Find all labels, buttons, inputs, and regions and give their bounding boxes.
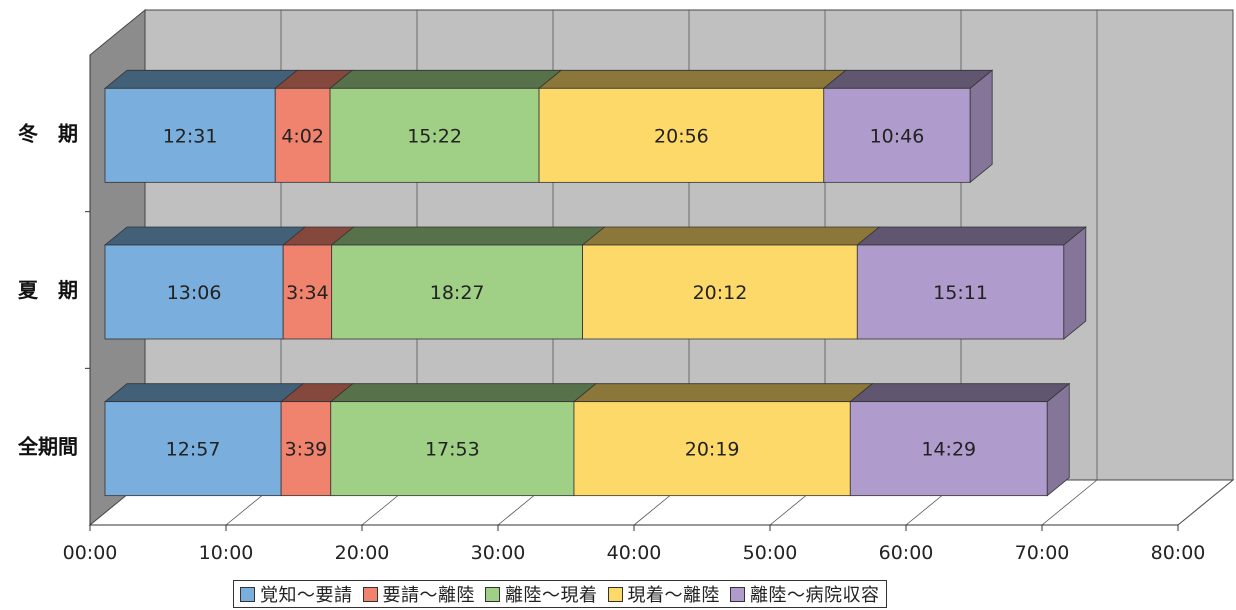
category-label: 冬 期 bbox=[18, 121, 78, 145]
bar-segment-top bbox=[822, 69, 994, 89]
data-label: 12:57 bbox=[166, 439, 221, 461]
bar-segment-top bbox=[330, 226, 606, 246]
bar-segment-top bbox=[329, 383, 598, 403]
bar-segment-side bbox=[1063, 226, 1087, 340]
legend-label: 現着〜離陸 bbox=[627, 585, 720, 606]
legend: 覚知〜要請 要請〜離陸 離陸〜現着 現着〜離陸 離陸〜病院収容 bbox=[233, 580, 887, 608]
data-label: 3:34 bbox=[286, 282, 329, 304]
bar-segment-top bbox=[103, 226, 307, 246]
bar-segment bbox=[329, 87, 540, 183]
data-label: 20:12 bbox=[693, 282, 748, 304]
floor-gridline bbox=[1041, 479, 1098, 526]
bar-segment bbox=[280, 401, 332, 497]
data-label: 14:29 bbox=[921, 439, 976, 461]
data-label: 12:31 bbox=[163, 125, 218, 147]
bar-segment bbox=[331, 244, 583, 340]
legend-label: 離陸〜現着 bbox=[505, 585, 598, 606]
x-tick-label: 40:00 bbox=[607, 542, 662, 564]
x-tick-label: 20:00 bbox=[335, 542, 390, 564]
legend-item: 離陸〜病院収容 bbox=[730, 581, 880, 607]
bar-segment bbox=[849, 401, 1048, 497]
x-tick-label: 30:00 bbox=[471, 542, 526, 564]
floor-gridline bbox=[1177, 479, 1234, 526]
legend-item: 要請〜離陸 bbox=[362, 581, 476, 607]
bar-segment-side bbox=[1046, 382, 1070, 497]
legend-label: 覚知〜要請 bbox=[260, 585, 353, 606]
legend-item: 離陸〜現着 bbox=[485, 581, 598, 607]
bar-segment bbox=[104, 401, 282, 497]
data-label: 20:19 bbox=[685, 439, 740, 461]
legend-swatch bbox=[240, 586, 255, 602]
bar-segment bbox=[274, 87, 331, 183]
bar-segment-top bbox=[572, 383, 874, 403]
bar-segment-top bbox=[581, 226, 881, 246]
bar-segment-top bbox=[537, 69, 847, 89]
bar-segment bbox=[330, 401, 575, 497]
legend-swatch bbox=[485, 586, 500, 602]
data-label: 13:06 bbox=[167, 282, 222, 304]
category-label: 全期間 bbox=[17, 435, 78, 459]
data-label: 18:27 bbox=[430, 282, 485, 304]
data-label: 3:39 bbox=[285, 439, 328, 461]
bar-segment-top bbox=[103, 383, 305, 403]
x-tick-label: 50:00 bbox=[743, 542, 798, 564]
data-label: 20:56 bbox=[654, 125, 709, 147]
bar-segment-top bbox=[103, 69, 299, 89]
legend-item: 覚知〜要請 bbox=[240, 581, 353, 607]
data-label: 4:02 bbox=[281, 125, 324, 147]
legend-swatch bbox=[607, 586, 623, 602]
bar-segment bbox=[104, 87, 276, 183]
bar-segment bbox=[573, 401, 851, 497]
x-tick-label: 00:00 bbox=[63, 542, 118, 564]
category-label: 夏 期 bbox=[18, 278, 78, 302]
bar-segment bbox=[582, 244, 858, 340]
legend-item: 現着〜離陸 bbox=[607, 581, 721, 607]
bar-segment-top bbox=[328, 69, 563, 89]
x-tick-label: 80:00 bbox=[1151, 542, 1206, 564]
bar-segment bbox=[538, 87, 825, 183]
legend-swatch bbox=[730, 586, 745, 602]
x-tick-label: 70:00 bbox=[1015, 542, 1070, 564]
data-label: 17:53 bbox=[425, 439, 480, 461]
bar-segment-side bbox=[969, 69, 993, 184]
data-label: 15:22 bbox=[407, 125, 462, 147]
legend-swatch bbox=[362, 586, 378, 602]
x-tick-label: 10:00 bbox=[199, 542, 254, 564]
x-tick-label: 60:00 bbox=[879, 542, 934, 564]
bar-segment-top bbox=[849, 383, 1071, 403]
legend-label: 離陸〜病院収容 bbox=[750, 585, 880, 606]
bar-segment bbox=[104, 244, 284, 340]
bar-segment bbox=[856, 244, 1065, 340]
bar-segment bbox=[823, 87, 971, 183]
bar-segment-top bbox=[856, 226, 1087, 246]
data-label: 15:11 bbox=[933, 282, 988, 304]
legend-label: 要請〜離陸 bbox=[382, 585, 475, 606]
chart-svg: 00:00 10:00 20:00 30:00 40:00 50:00 60:00 70:00… bbox=[17, 8, 1235, 564]
data-label: 10:46 bbox=[870, 125, 925, 147]
bar-segment bbox=[282, 244, 333, 340]
